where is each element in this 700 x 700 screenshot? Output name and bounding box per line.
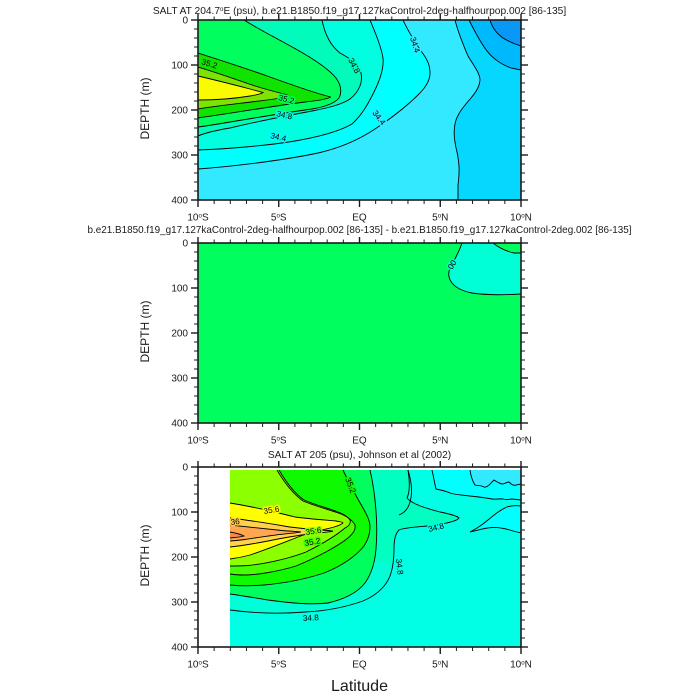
svg-text:300: 300	[171, 151, 188, 162]
svg-text:Latitude: Latitude	[331, 678, 388, 695]
svg-text:0: 0	[182, 239, 188, 250]
svg-text:34.8: 34.8	[303, 613, 320, 623]
svg-text:0: 0	[182, 463, 188, 474]
svg-text:400: 400	[171, 643, 188, 654]
svg-text:EQ: EQ	[352, 436, 367, 447]
svg-text:DEPTH (m): DEPTH (m)	[138, 525, 152, 587]
svg-text:10oN: 10oN	[510, 213, 532, 224]
svg-text:10oN: 10oN	[510, 436, 532, 447]
svg-text:100: 100	[171, 284, 188, 295]
svg-text:EQ: EQ	[352, 660, 367, 671]
svg-text:EQ: EQ	[352, 213, 367, 224]
svg-text:200: 200	[171, 329, 188, 340]
svg-text:400: 400	[171, 419, 188, 430]
svg-text:400: 400	[171, 196, 188, 207]
svg-text:10oS: 10oS	[187, 213, 209, 224]
svg-text:200: 200	[171, 553, 188, 564]
svg-text:DEPTH (m): DEPTH (m)	[138, 78, 152, 140]
svg-text:5oN: 5oN	[432, 660, 448, 671]
svg-text:200: 200	[171, 106, 188, 117]
svg-text:36: 36	[230, 517, 241, 527]
svg-text:b.e21.B1850.f19_g17.127kaContr: b.e21.B1850.f19_g17.127kaControl-2deg-ha…	[88, 225, 632, 236]
svg-text:SALT AT 205 (psu), Johnson et: SALT AT 205 (psu), Johnson et al (2002)	[268, 450, 451, 461]
svg-text:35.6: 35.6	[263, 505, 281, 516]
svg-text:5oN: 5oN	[432, 436, 448, 447]
svg-text:0: 0	[182, 16, 188, 27]
svg-text:SALT AT 204.7oE (psu), b.e21.B: SALT AT 204.7oE (psu), b.e21.B1850.f19_g…	[153, 6, 567, 17]
svg-text:10oN: 10oN	[510, 660, 532, 671]
svg-text:100: 100	[171, 61, 188, 72]
svg-text:35.6: 35.6	[305, 526, 322, 537]
svg-text:5oN: 5oN	[432, 213, 448, 224]
svg-text:300: 300	[171, 598, 188, 609]
svg-text:5oS: 5oS	[271, 213, 287, 224]
svg-text:10oS: 10oS	[187, 436, 209, 447]
svg-text:300: 300	[171, 374, 188, 385]
svg-text:34.8: 34.8	[394, 558, 405, 575]
svg-text:10oS: 10oS	[187, 660, 209, 671]
svg-text:5oS: 5oS	[271, 436, 287, 447]
svg-text:DEPTH (m): DEPTH (m)	[138, 301, 152, 363]
svg-text:5oS: 5oS	[271, 660, 287, 671]
svg-text:100: 100	[171, 508, 188, 519]
